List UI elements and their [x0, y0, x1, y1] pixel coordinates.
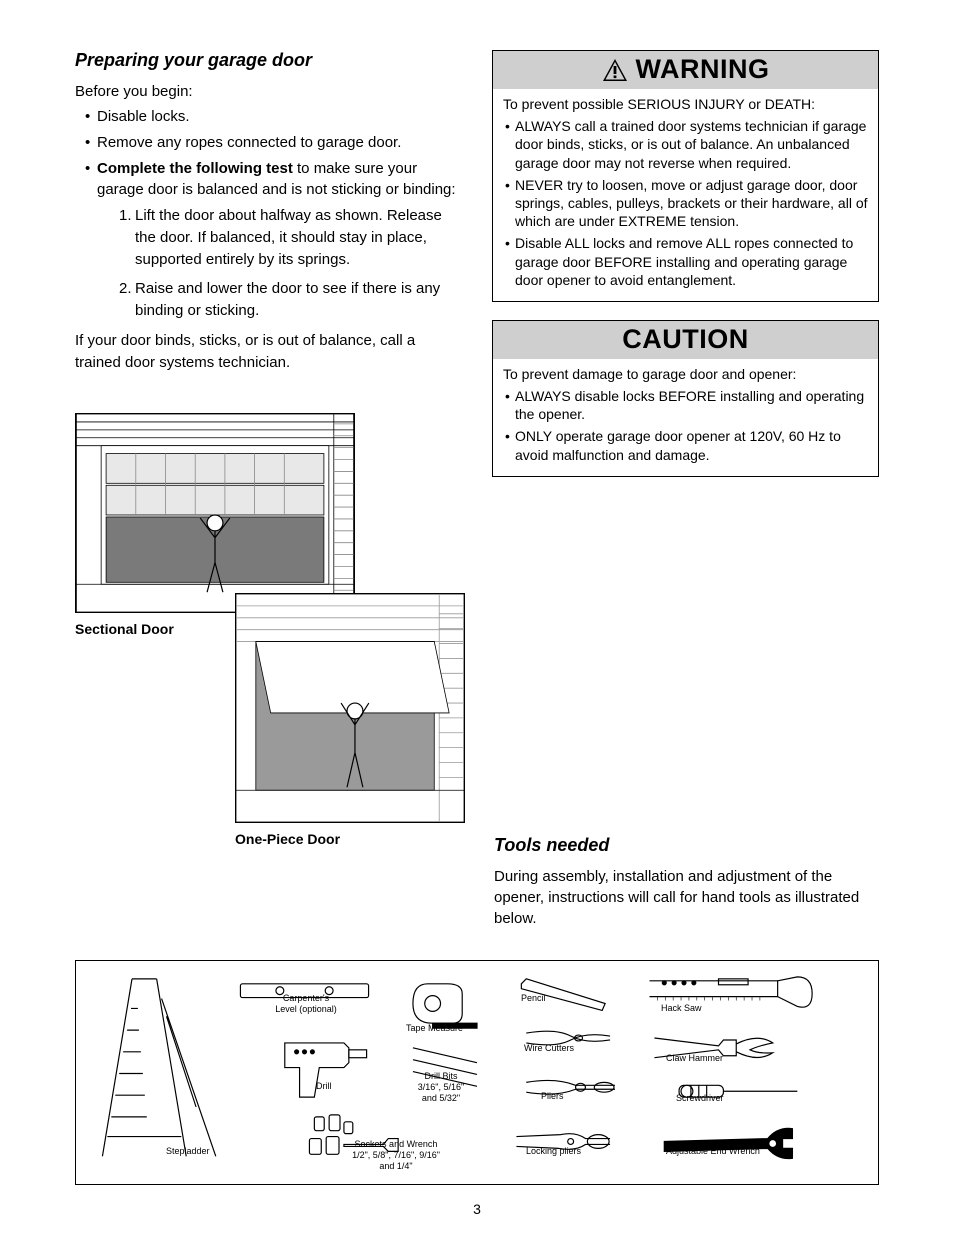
- tools-svg: [84, 969, 870, 1176]
- tape-measure-icon: [413, 984, 477, 1028]
- tools-section: Tools needed During assembly, installati…: [494, 835, 879, 937]
- preparing-title: Preparing your garage door: [75, 50, 462, 71]
- pliers-icon: [526, 1080, 615, 1094]
- adjwrench-label: Adjustable End Wrench: [666, 1146, 760, 1157]
- onepiece-label: One-Piece Door: [235, 831, 340, 847]
- step-2: 2.Raise and lower the door to see if the…: [97, 278, 462, 322]
- warning-icon: [602, 58, 628, 82]
- test-bold: Complete the following test: [97, 160, 293, 177]
- warning-bullet-3: Disable ALL locks and remove ALL ropes c…: [503, 234, 868, 289]
- step-1: 1.Lift the door about halfway as shown. …: [97, 205, 462, 270]
- bullet-complete-test: Complete the following test to make sure…: [75, 158, 462, 322]
- caution-box: CAUTION To prevent damage to garage door…: [492, 320, 879, 477]
- warning-bullet-2: NEVER try to loosen, move or adjust gara…: [503, 176, 868, 231]
- intro-text: Before you begin:: [75, 83, 462, 100]
- sockets-label: Sockets and Wrench 1/2", 5/8", 7/16", 9/…: [341, 1139, 451, 1171]
- warning-bullets: ALWAYS call a trained door systems techn…: [503, 117, 868, 289]
- door-illustrations: Sectional Door: [75, 413, 462, 873]
- onepiece-door-illustration: [235, 593, 465, 823]
- closing-text: If your door binds, sticks, or is out of…: [75, 330, 462, 374]
- level-label: Carpenter's Level (optional): [266, 993, 346, 1015]
- page-number: 3: [0, 1201, 954, 1217]
- tape-label: Tape Measure: [406, 1023, 463, 1034]
- test-steps: 1.Lift the door about halfway as shown. …: [97, 205, 462, 322]
- bullet-remove-ropes: Remove any ropes connected to garage doo…: [75, 132, 462, 154]
- lockingpliers-label: Locking pliers: [526, 1146, 581, 1157]
- tools-illustration-box: Stepladder Carpenter's Level (optional) …: [75, 960, 879, 1185]
- stepladder-label: Stepladder: [166, 1146, 210, 1157]
- caution-bullet-1: ALWAYS disable locks BEFORE installing a…: [503, 387, 868, 423]
- sectional-door-illustration: [75, 413, 355, 613]
- right-column: WARNING To prevent possible SERIOUS INJU…: [492, 50, 879, 873]
- sectional-label: Sectional Door: [75, 621, 174, 637]
- caution-bullets: ALWAYS disable locks BEFORE installing a…: [503, 387, 868, 464]
- left-column: Preparing your garage door Before you be…: [75, 50, 462, 873]
- caution-header: CAUTION: [493, 321, 878, 359]
- caution-body: To prevent damage to garage door and ope…: [493, 359, 878, 476]
- hacksaw-label: Hack Saw: [661, 1003, 702, 1014]
- stepladder-icon: [102, 979, 215, 1156]
- warning-header-text: WARNING: [636, 54, 770, 85]
- screwdriver-label: Screwdriver: [676, 1093, 724, 1104]
- caution-intro: To prevent damage to garage door and ope…: [503, 365, 868, 383]
- warning-header: WARNING: [493, 51, 878, 89]
- warning-body: To prevent possible SERIOUS INJURY or DE…: [493, 89, 878, 301]
- hammer-label: Claw Hammer: [666, 1053, 723, 1064]
- bits-label: Drill Bits 3/16", 5/16" and 5/32": [406, 1071, 476, 1103]
- warning-intro: To prevent possible SERIOUS INJURY or DE…: [503, 95, 868, 113]
- pencil-label: Pencil: [521, 993, 546, 1004]
- drill-label: Drill: [316, 1081, 332, 1092]
- pliers-label: Pliers: [541, 1091, 564, 1102]
- tools-title: Tools needed: [494, 835, 879, 856]
- caution-bullet-2: ONLY operate garage door opener at 120V,…: [503, 427, 868, 463]
- wirecutters-label: Wire Cutters: [524, 1043, 574, 1054]
- prep-bullets: Disable locks. Remove any ropes connecte…: [75, 106, 462, 322]
- warning-box: WARNING To prevent possible SERIOUS INJU…: [492, 50, 879, 302]
- caution-header-text: CAUTION: [622, 324, 749, 355]
- bullet-disable-locks: Disable locks.: [75, 106, 462, 128]
- warning-bullet-1: ALWAYS call a trained door systems techn…: [503, 117, 868, 172]
- tools-text: During assembly, installation and adjust…: [494, 866, 879, 929]
